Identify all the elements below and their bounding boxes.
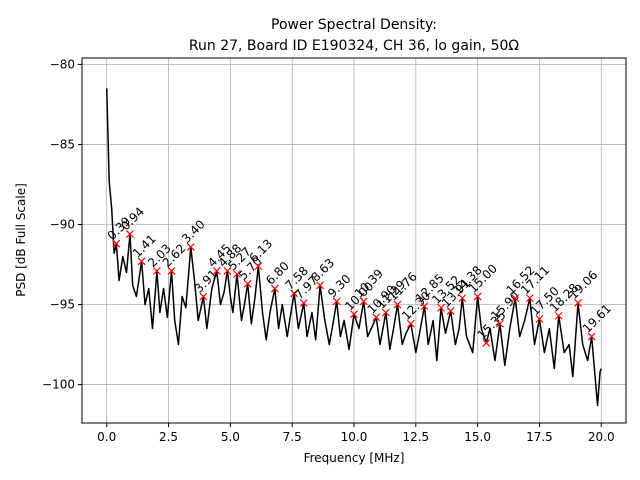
marker-stroke (554, 311, 563, 320)
x-tick-label: 17.5 (526, 430, 553, 444)
peak-marker (574, 299, 582, 307)
peak-marker (316, 281, 325, 290)
x-tick-label: 10.0 (341, 430, 368, 444)
peak-marker (199, 292, 208, 301)
peak-marker (112, 239, 121, 248)
peak-marker (372, 313, 381, 322)
x-tick-label: 7.5 (283, 430, 302, 444)
peak-marker (437, 303, 445, 312)
chart-title: Power Spectral Density: (271, 17, 437, 33)
marker-stroke (199, 292, 208, 301)
marker-stroke (574, 299, 582, 307)
marker-stroke (406, 319, 415, 328)
peak-marker (406, 319, 415, 328)
peak-marker (126, 230, 134, 239)
peak-marker (420, 302, 429, 311)
marker-stroke (420, 302, 429, 311)
x-tick-label: 5.0 (221, 430, 240, 444)
marker-stroke (535, 315, 544, 323)
marker-stroke (270, 284, 279, 293)
peak-label: 8.63 (308, 256, 337, 285)
marker-stroke (112, 239, 121, 248)
peak-label: 0.94 (118, 204, 147, 233)
y-tick-label: −95 (50, 298, 75, 312)
peak-marker (212, 266, 221, 275)
y-tick-label: −90 (50, 217, 75, 231)
peak-marker (137, 257, 146, 266)
peak-marker (290, 289, 299, 298)
peak-marker (381, 308, 390, 317)
peak-marker (554, 311, 563, 320)
peak-marker (495, 319, 504, 328)
y-axis-label: PSD [dB Full Scale] (14, 183, 28, 297)
y-tick-label: −80 (50, 57, 75, 71)
marker-stroke (243, 279, 252, 288)
marker-stroke (152, 266, 161, 275)
peak-marker (167, 266, 176, 275)
marker-stroke (495, 319, 504, 328)
peak-label: 3.40 (179, 217, 208, 246)
x-tick-label: 2.5 (159, 430, 178, 444)
marker-stroke (372, 313, 381, 322)
x-tick-label: 20.0 (588, 430, 615, 444)
marker-stroke (126, 230, 134, 239)
chart-title: Run 27, Board ID E190324, CH 36, lo gain… (189, 38, 519, 54)
marker-stroke (359, 297, 368, 306)
peak-marker (299, 299, 308, 307)
peak-marker (233, 270, 241, 279)
peak-marker (458, 294, 467, 303)
marker-stroke (316, 281, 325, 290)
marker-stroke (223, 266, 232, 275)
marker-stroke (446, 307, 455, 315)
marker-stroke (137, 257, 146, 266)
peak-marker (186, 242, 195, 251)
peak-marker (350, 310, 358, 319)
marker-stroke (437, 303, 445, 312)
marker-stroke (587, 332, 596, 341)
peak-marker (535, 315, 544, 323)
peak-label: 19.61 (580, 301, 614, 335)
marker-stroke (233, 270, 241, 279)
peak-marker (525, 294, 534, 303)
marker-stroke (290, 289, 299, 298)
psd-line (105, 88, 602, 407)
peak-marker (243, 279, 252, 288)
peak-marker (332, 297, 341, 306)
peak-marker (511, 294, 520, 303)
peak-marker (223, 266, 232, 275)
marker-stroke (212, 266, 221, 275)
peak-marker (254, 262, 263, 271)
x-tick-label: 15.0 (464, 430, 491, 444)
x-tick-label: 12.5 (402, 430, 429, 444)
marker-stroke (381, 308, 390, 317)
peak-marker (270, 284, 279, 293)
peak-marker (152, 266, 161, 275)
peak-marker (446, 307, 455, 315)
y-tick-label: −85 (50, 137, 75, 151)
plot-frame (81, 57, 627, 424)
x-axis-label: Frequency [MHz] (304, 451, 405, 465)
peak-marker (587, 332, 596, 341)
marker-stroke (393, 300, 402, 309)
marker-stroke (332, 297, 341, 306)
marker-stroke (511, 294, 520, 303)
marker-stroke (299, 299, 308, 307)
peak-marker (473, 292, 482, 301)
y-tick-label: −100 (42, 378, 75, 392)
marker-stroke (350, 310, 358, 319)
marker-stroke (167, 266, 176, 275)
marker-stroke (458, 294, 467, 303)
peak-marker (482, 339, 491, 347)
marker-stroke (254, 262, 263, 271)
marker-stroke (473, 292, 482, 301)
x-tick-label: 0.0 (97, 430, 116, 444)
peak-marker (359, 297, 368, 306)
marker-stroke (482, 339, 491, 347)
peak-marker (393, 300, 402, 309)
marker-stroke (186, 242, 195, 251)
marker-stroke (525, 294, 534, 303)
